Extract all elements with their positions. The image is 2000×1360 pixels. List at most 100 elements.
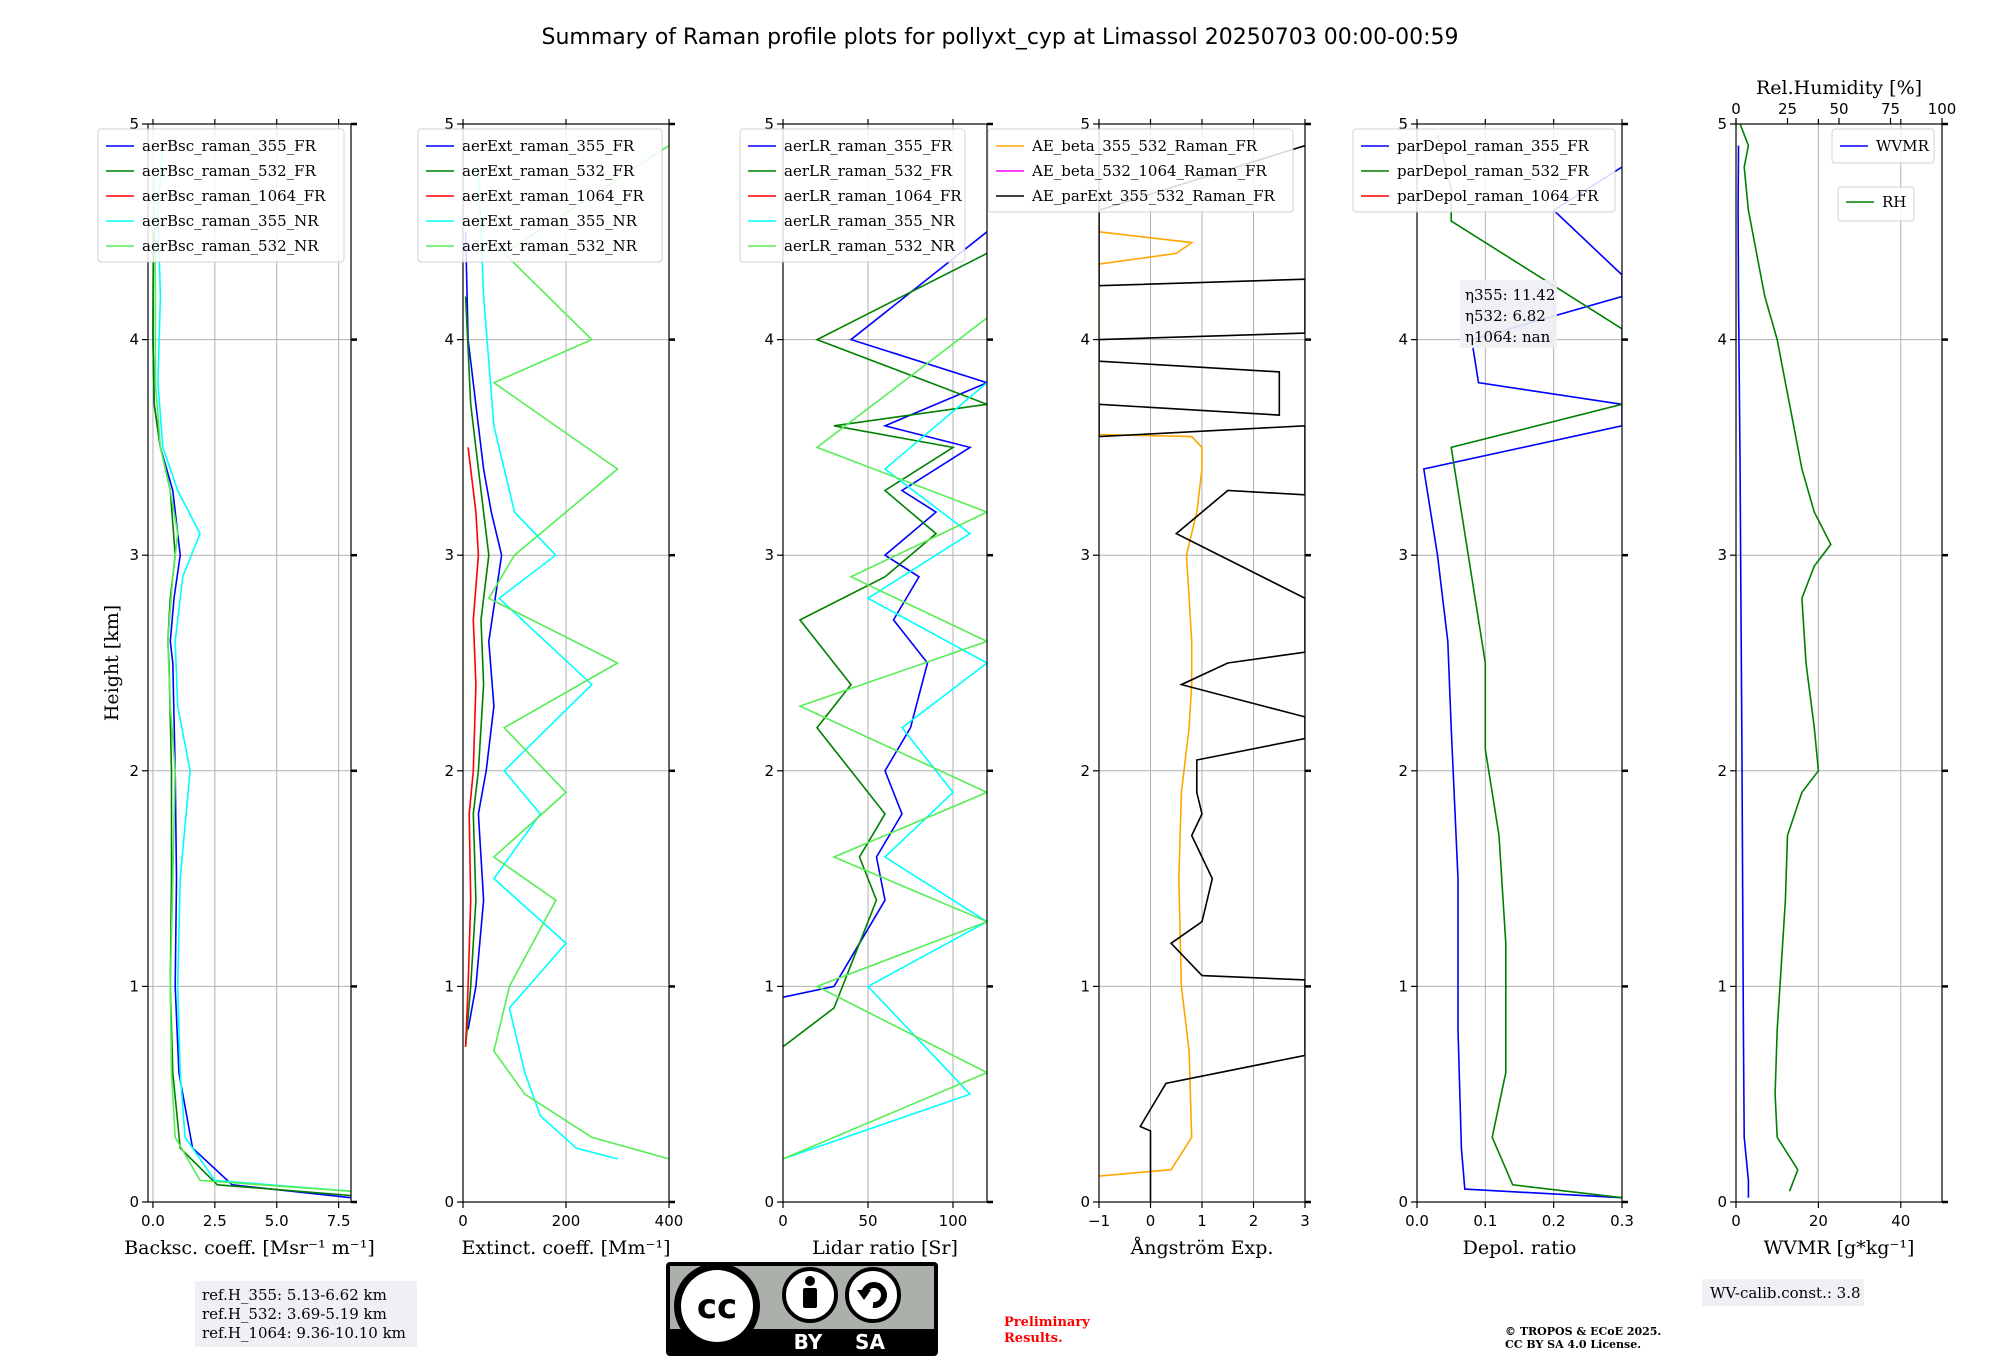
plots-area: 0.0 2.5 5.0 7.5 0 1 2 3 4 5 Backsc. coeff. [Msr⁻¹ …: [97, 77, 1957, 1259]
legend-label: aerLR_raman_532_NR: [784, 237, 955, 255]
eta-annotation-line: η532: 6.82: [1465, 307, 1546, 325]
series-line-aerExt_raman_532_FR: [464, 296, 490, 1047]
axes-frame: [147, 123, 352, 1203]
copyright-line-2: CC BY SA 4.0 License.: [1505, 1338, 1641, 1351]
legend-box: [97, 128, 345, 263]
series-line-WVMR: [1737, 145, 1750, 1198]
legend-label: aerExt_raman_1064_FR: [462, 187, 644, 205]
legend-box: [987, 128, 1294, 213]
y-tick-label: 5: [1398, 115, 1408, 133]
legend-label: aerLR_raman_1064_FR: [784, 187, 962, 205]
x-tick-label: 5.0: [265, 1212, 289, 1230]
x-tick-label: 100: [939, 1212, 968, 1230]
x-tick-label: 2: [1249, 1212, 1259, 1230]
legend: aerBsc_raman_355_FR aerBsc_raman_532_FRae…: [97, 128, 345, 263]
ref-height-1064: ref.H_1064: 9.36-10.10 km: [202, 1324, 406, 1342]
preliminary-line-1: Preliminary: [1004, 1315, 1090, 1330]
cc-by-label: BY: [794, 1330, 823, 1354]
y-tick-label: 2: [1080, 762, 1090, 780]
subplot-5: 0.0 0.1 0.2 0.3 0 1 2 3 4 5 Depol. ratio η355: 11.4…: [1352, 115, 1634, 1259]
series-line-AE_beta_355_532_Raman_FR: [1099, 145, 1203, 1177]
y-tick-label: 3: [1080, 546, 1090, 564]
series-line-parDepol_raman_355_FR: [1422, 166, 1622, 1199]
x-tick-label: 7.5: [327, 1212, 351, 1230]
copyright-line-1: © TROPOS & ECoE 2025.: [1505, 1325, 1661, 1338]
x-tick-label: 0.0: [1405, 1212, 1429, 1230]
legend-box: [1831, 128, 1935, 164]
legend-label: RH: [1882, 193, 1906, 211]
y-tick-label: 0: [129, 1193, 139, 1211]
legend-label: WVMR: [1876, 137, 1930, 155]
y-tick-label: 0: [1080, 1193, 1090, 1211]
series-line-aerExt_raman_1064_FR: [464, 447, 480, 1047]
series-group: [1737, 124, 1832, 1198]
preliminary-line-2: Results.: [1004, 1331, 1063, 1346]
series-line-RH: [1739, 124, 1832, 1192]
cc-license-badge[interactable]: cc BY SA: [666, 1262, 938, 1356]
x2-axis-label: Rel.Humidity [%]: [1756, 77, 1922, 99]
legend-label: aerExt_raman_355_NR: [462, 212, 638, 230]
y-tick-label: 5: [129, 115, 139, 133]
x-tick-label: 0: [1146, 1212, 1156, 1230]
figure-title: Summary of Raman profile plots for polly…: [542, 25, 1459, 50]
legend-label: aerLR_raman_355_NR: [784, 212, 955, 230]
y-tick-label: 2: [764, 762, 774, 780]
series-line-aerBsc_raman_355_NR: [157, 145, 351, 1192]
x-tick-label: 2.5: [203, 1212, 227, 1230]
legend-label: aerLR_raman_355_FR: [784, 137, 953, 155]
x-tick-label: 400: [655, 1212, 684, 1230]
legend-label: aerBsc_raman_532_FR: [142, 162, 317, 180]
series-line-aerExt_raman_532_NR: [487, 144, 669, 1160]
axes-frame: [1416, 123, 1623, 1203]
series-line-aerLR_raman_355_NR: [783, 382, 987, 1160]
y-tick-label: 3: [444, 546, 454, 564]
x-axis-label: Ångström Exp.: [1130, 1237, 1274, 1259]
series-line-aerLR_raman_532_NR: [783, 317, 987, 1160]
legend: aerLR_raman_355_FR aerLR_raman_532_FR aerL…: [739, 128, 966, 263]
y-tick-label: 4: [1717, 331, 1727, 349]
legend-label: parDepol_raman_532_FR: [1397, 162, 1590, 180]
x-axis-label: Depol. ratio: [1463, 1237, 1577, 1259]
sa-arc: [861, 1282, 887, 1309]
ref-height-532: ref.H_532: 3.69-5.19 km: [202, 1305, 387, 1323]
y-tick-label: 1: [1080, 977, 1090, 995]
by-person-body: [803, 1288, 817, 1308]
wv-calib-bg: [1702, 1279, 1864, 1306]
series-line-aerExt_raman_355_NR: [477, 167, 618, 1160]
x-tick-label: 0.3: [1610, 1212, 1634, 1230]
series-line-parDepol_raman_532_FR: [1436, 134, 1622, 1199]
y-tick-label: 5: [764, 115, 774, 133]
series-line-aerBsc_raman_532_NR: [153, 167, 351, 1192]
legend-box: [1352, 128, 1616, 213]
x2-tick-label: 0: [1731, 100, 1741, 118]
x-tick-label: 0.2: [1542, 1212, 1566, 1230]
sa-arrow: [857, 1290, 871, 1300]
x-tick-label: 0.1: [1473, 1212, 1497, 1230]
series-line-aerBsc_raman_355_FR: [152, 231, 351, 1199]
legend-label: AE_beta_355_532_Raman_FR: [1031, 137, 1258, 155]
legend: WVMR RH: [1831, 128, 1935, 222]
y-tick-label: 4: [1398, 331, 1408, 349]
legend-box: [1837, 186, 1915, 222]
legend-label: parDepol_raman_355_FR: [1397, 137, 1590, 155]
axes-frame: [782, 123, 988, 1203]
y-tick-label: 2: [129, 762, 139, 780]
legend-label: aerLR_raman_532_FR: [784, 162, 953, 180]
x2-tick-label: 100: [1928, 100, 1957, 118]
x-tick-label: 0.0: [141, 1212, 165, 1230]
ref-heights-box: ref.H_355: 5.13-6.62 km ref.H_532: 3.69-…: [195, 1281, 417, 1347]
series-group: [464, 144, 669, 1160]
series-line-aerLR_raman_355_FR: [783, 231, 987, 998]
axes-frame: [1735, 123, 1943, 1203]
legend: AE_beta_355_532_Raman_FR AE_beta_532_1064…: [987, 128, 1294, 213]
x-tick-label: 0: [1731, 1212, 1741, 1230]
y-tick-label: 2: [1717, 762, 1727, 780]
subplot-1: 0.0 2.5 5.0 7.5 0 1 2 3 4 5 Backsc. coeff. [Msr⁻¹ …: [97, 115, 375, 1259]
x-tick-label: 20: [1809, 1212, 1828, 1230]
eta-annotation-line: η355: 11.42: [1465, 286, 1555, 304]
x-tick-label: −1: [1088, 1212, 1110, 1230]
eta-annotation: η355: 11.42 η532: 6.82 η1064: nan: [1460, 280, 1557, 348]
y-tick-label: 3: [129, 546, 139, 564]
y-tick-label: 5: [444, 115, 454, 133]
x-axis-label: WVMR [g*kg⁻¹]: [1764, 1237, 1915, 1259]
